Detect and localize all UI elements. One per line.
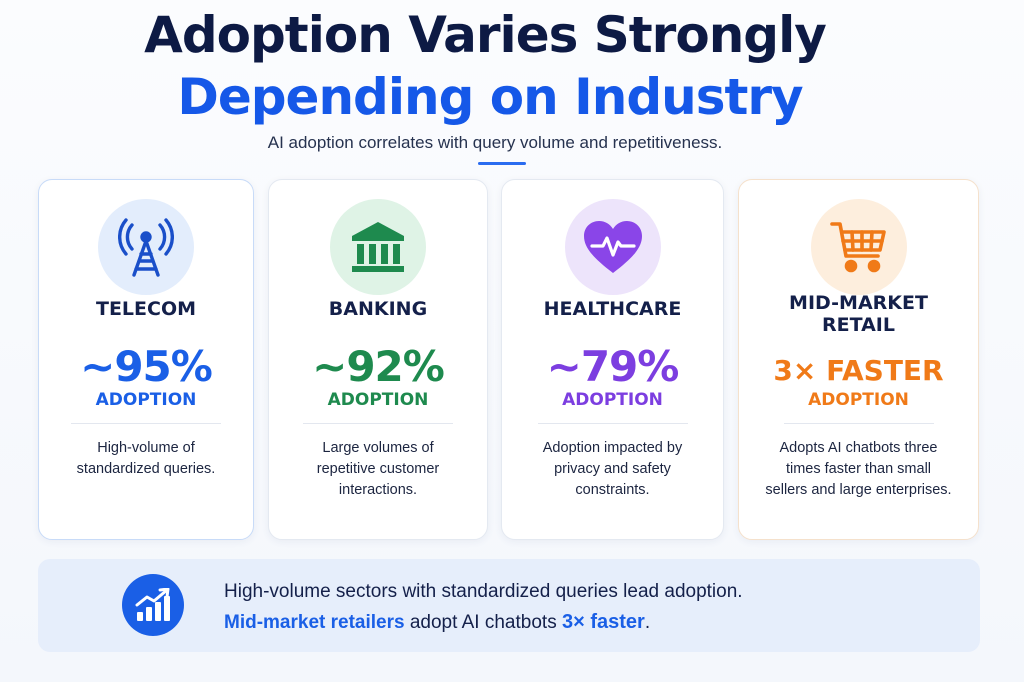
industry-label-line2: RETAIL (822, 314, 895, 336)
banner-period: . (644, 612, 651, 633)
bank-icon (330, 199, 426, 295)
industry-label: TELECOM (95, 298, 197, 320)
card-description: High-volume of standardized queries. (76, 440, 216, 477)
heart-pulse-icon (564, 199, 661, 295)
adoption-stat: 3× FASTER (773, 354, 944, 387)
shopping-cart-icon (810, 199, 907, 295)
industry-label: BANKING (328, 298, 428, 320)
page-subtitle: AI adoption correlates with query volume… (267, 133, 723, 152)
card-divider (537, 423, 688, 424)
industry-label: HEALTHCARE (543, 298, 682, 320)
banner-line1: High-volume sectors with standardized qu… (224, 581, 743, 602)
card-divider (71, 423, 221, 424)
cell-tower-icon (98, 199, 194, 295)
card-divider (783, 423, 934, 424)
industry-label-line1: MID-MARKET (789, 292, 928, 314)
adoption-label: ADOPTION (808, 390, 909, 410)
adoption-label: ADOPTION (327, 390, 429, 410)
growth-chart-icon (122, 574, 184, 636)
adoption-label: ADOPTION (95, 390, 197, 410)
banner-stat: 3× faster (561, 611, 645, 633)
adoption-stat: ~95% (80, 342, 213, 391)
card-divider (303, 423, 453, 424)
card-description: Adopts AI chatbots three times faster th… (765, 440, 952, 498)
adoption-label: ADOPTION (562, 390, 663, 410)
summary-banner: High-volume sectors with standardized qu… (38, 559, 980, 652)
card-description: Adoption impacted by privacy and safety … (542, 440, 683, 498)
subtitle-underline (478, 162, 526, 165)
banner-highlight: Mid-market retailers (224, 612, 405, 633)
page-title-line1: Adoption Varies Strongly (144, 6, 827, 64)
adoption-stat: ~92% (312, 342, 445, 391)
card-banking: BANKING ~92% ADOPTION Large volumes of r… (268, 179, 488, 540)
card-healthcare: HEALTHCARE ~79% ADOPTION Adoption impact… (501, 179, 724, 540)
banner-line2: Mid-market retailers adopt AI chatbots 3… (224, 611, 650, 634)
page-title-line2: Depending on Industry (177, 68, 803, 126)
card-telecom: TELECOM ~95% ADOPTION High-volume of sta… (38, 179, 254, 540)
adoption-stat: ~79% (546, 342, 680, 391)
card-mid-market-retail: MID-MARKET RETAIL 3× FASTER ADOPTION Ado… (738, 179, 979, 540)
card-description: Large volumes of repetitive customer int… (316, 440, 440, 498)
banner-text: adopt AI chatbots (404, 612, 562, 633)
